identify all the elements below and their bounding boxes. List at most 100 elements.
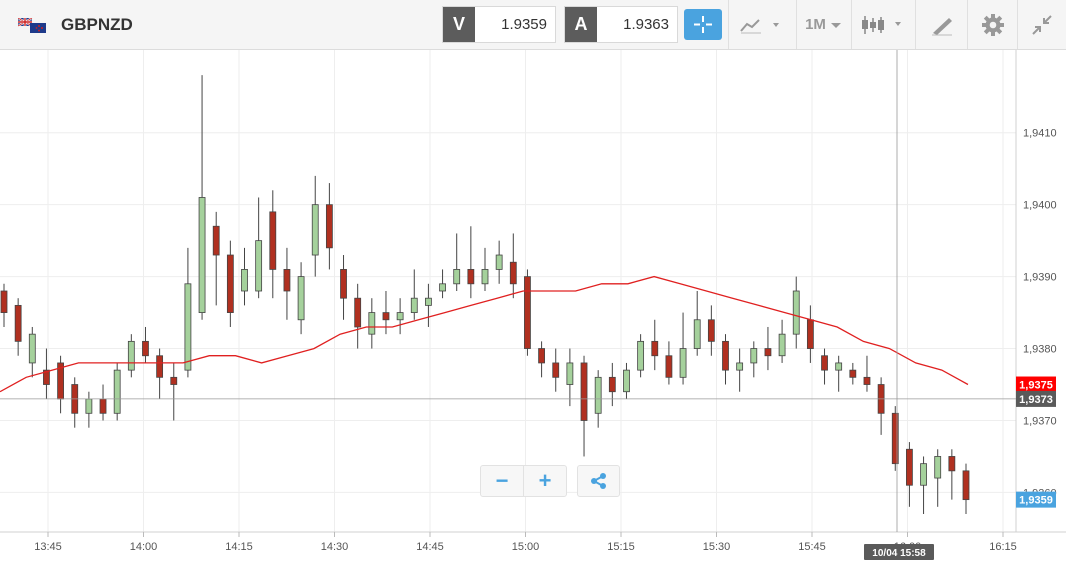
flag-icon: [18, 18, 46, 33]
zoom-out-button[interactable]: −: [481, 466, 524, 496]
candle-body: [453, 269, 461, 285]
buy-price-button[interactable]: A 1.9363: [564, 6, 678, 43]
candle-body: [693, 319, 701, 349]
candle-body: [764, 348, 772, 357]
candle-body: [241, 269, 248, 292]
y-tick-label: 1,9410: [1023, 128, 1057, 140]
candle-body: [297, 276, 305, 321]
x-tick-label: 16:15: [989, 541, 1017, 553]
candle-body: [212, 225, 220, 256]
candle-body: [651, 340, 659, 357]
candle-body: [594, 376, 602, 414]
zoom-controls: − +: [480, 465, 567, 497]
share-button[interactable]: [577, 465, 620, 497]
candle-body: [608, 376, 616, 393]
candle-body: [382, 312, 390, 321]
candle-body: [368, 312, 376, 335]
cursor-price-tag: 1,9373: [1019, 394, 1053, 406]
candle-body: [538, 348, 545, 364]
candle-body: [637, 340, 645, 371]
chart-type-icon: [739, 18, 779, 33]
buy-price: 1.9363: [623, 16, 669, 33]
sell-price-button[interactable]: V 1.9359: [442, 6, 556, 43]
candle-body: [552, 362, 560, 378]
candle-body: [863, 376, 871, 385]
sell-tag: V: [443, 7, 475, 42]
candle-body: [410, 297, 418, 313]
crosshair-button[interactable]: [684, 9, 722, 40]
candle-body: [170, 376, 178, 385]
candle-body: [127, 340, 135, 371]
share-icon: [590, 473, 606, 489]
x-tick-label: 15:15: [607, 541, 635, 553]
candle-body: [736, 362, 744, 371]
candle-body: [665, 355, 673, 378]
candle-body: [835, 362, 843, 371]
candle-body: [948, 456, 956, 472]
candle-body: [439, 283, 446, 292]
sell-price: 1.9359: [501, 16, 547, 33]
settings-button[interactable]: [967, 0, 1017, 49]
candle-body: [269, 211, 277, 270]
cursor-time-tag: 10/04 15:58: [872, 548, 926, 559]
candle-body: [920, 463, 927, 486]
timeframe-dropdown[interactable]: 1M: [796, 0, 851, 49]
y-tick-label: 1,9370: [1023, 415, 1057, 427]
x-tick-label: 13:45: [34, 541, 62, 553]
ma-value-tag: 1,9375: [1019, 380, 1053, 392]
candle-body: [325, 204, 333, 249]
candle-body: [28, 333, 36, 364]
drawing-tool-button[interactable]: [915, 0, 967, 49]
candle-body: [792, 290, 800, 335]
candle-body: [891, 412, 899, 465]
candle-body: [821, 355, 828, 371]
candle-body: [396, 312, 404, 321]
candle-body: [226, 254, 234, 313]
cursor-time-tag-bg: [864, 544, 934, 560]
x-tick-label: 15:00: [512, 541, 540, 553]
instrument-symbol: GBPNZD: [61, 15, 133, 34]
candle-body: [849, 369, 857, 378]
candle-body: [806, 319, 814, 349]
collapse-icon: [1032, 14, 1052, 35]
candle-body: [962, 470, 970, 501]
y-tick-label: 1,9400: [1023, 200, 1057, 212]
candle-body: [156, 355, 164, 378]
candle-body: [467, 269, 475, 285]
candle-body: [354, 297, 362, 328]
crosshair-icon: [694, 16, 712, 33]
candle-body: [580, 362, 588, 421]
timeframe-label: 1M: [805, 16, 826, 33]
candle-body: [14, 304, 22, 342]
candle-body: [425, 297, 432, 306]
candle-body: [906, 448, 913, 486]
candlestick-icon: [861, 15, 901, 34]
candle-body: [722, 340, 729, 371]
collapse-button[interactable]: [1017, 0, 1066, 49]
x-tick-label: 14:00: [130, 541, 158, 553]
candle-body: [707, 319, 715, 342]
chevron-down-icon: [830, 22, 841, 28]
candle-body: [113, 369, 121, 414]
drawing-tool-icon: [931, 17, 952, 35]
x-tick-label: 14:30: [321, 541, 349, 553]
price-chart[interactable]: 1,93601,93701,93801,93901,94001,941013:4…: [0, 50, 1066, 567]
x-tick-label: 15:30: [703, 541, 731, 553]
candlestick-type-button[interactable]: [851, 0, 915, 49]
zoom-in-button[interactable]: +: [538, 468, 552, 493]
ma-value-tag-bg: [1016, 376, 1056, 393]
candle-body: [283, 269, 291, 292]
candle-body: [623, 369, 630, 393]
candle-body: [495, 254, 503, 270]
cursor-price-tag-bg: [1016, 390, 1056, 407]
chart-type-button[interactable]: [728, 0, 796, 49]
candle-body: [750, 348, 758, 364]
candle-body: [184, 283, 192, 371]
candle-body: [99, 398, 107, 414]
candle-body: [778, 333, 786, 357]
candle-body: [311, 204, 319, 256]
x-tick-label: 15:45: [798, 541, 826, 553]
candle-body: [566, 362, 574, 385]
x-tick-label: 14:45: [416, 541, 444, 553]
candle-body: [255, 240, 263, 292]
